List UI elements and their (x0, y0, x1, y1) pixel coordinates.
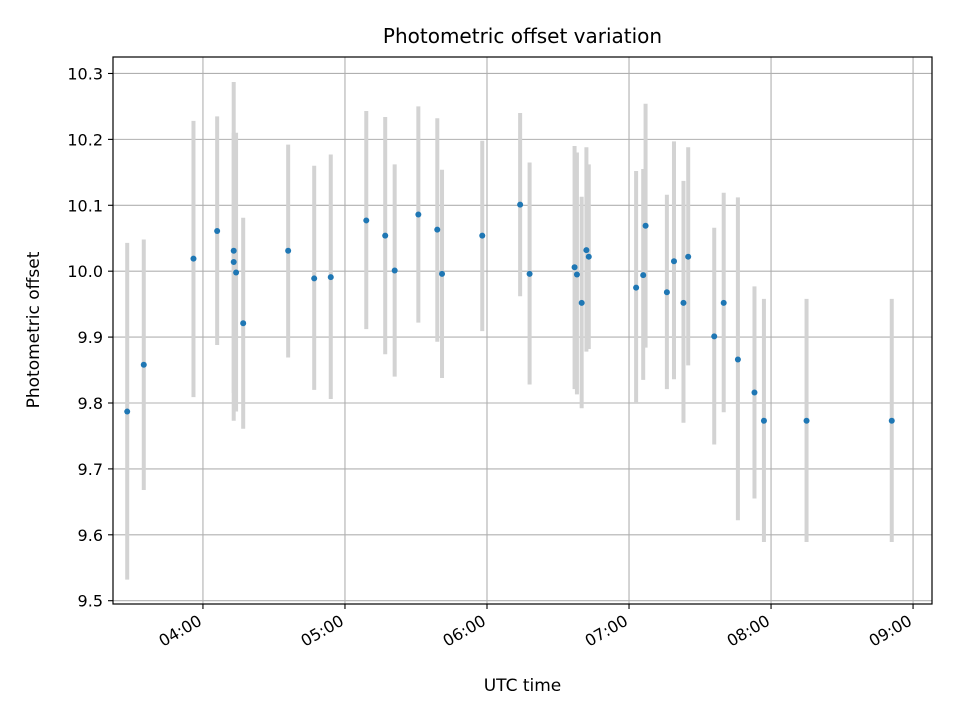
y-axis: 9.5 9.6 9.7 9.8 9.9 10.0 10.1 10.2 10.3 (67, 64, 113, 611)
data-point (526, 270, 533, 277)
data-point (439, 270, 446, 277)
data-point (633, 284, 640, 291)
data-point (670, 258, 677, 265)
data-point (517, 201, 524, 208)
y-tick-label: 10.3 (67, 64, 103, 83)
data-point (311, 275, 318, 282)
grid (113, 57, 932, 604)
data-point (240, 320, 247, 327)
y-tick-label: 10.0 (67, 262, 103, 281)
y-tick-label: 9.7 (78, 460, 103, 479)
data-point (803, 417, 810, 424)
data-point (140, 361, 147, 368)
data-point (573, 271, 580, 278)
data-point (680, 299, 687, 306)
data-point (363, 217, 370, 224)
data-point (640, 272, 647, 279)
y-axis-label: Photometric offset (24, 251, 44, 408)
data-point (663, 289, 670, 296)
data-point (230, 258, 237, 265)
data-point (190, 255, 197, 262)
data-point (720, 299, 727, 306)
data-point (391, 267, 398, 274)
data-point (760, 417, 767, 424)
data-point (642, 222, 649, 229)
data-point (214, 227, 221, 234)
data-point (434, 226, 441, 233)
plot-frame (112, 56, 933, 605)
x-axis-label: UTC time (484, 676, 562, 696)
data-point (685, 253, 692, 260)
data-point (734, 356, 741, 363)
y-tick-label: 10.1 (67, 196, 103, 215)
chart-title: Photometric offset variation (383, 24, 662, 48)
y-tick-label: 9.9 (78, 328, 103, 347)
y-tick-label: 10.2 (67, 130, 103, 149)
data-point (230, 247, 237, 254)
data-points (124, 201, 895, 424)
data-point (327, 274, 334, 281)
data-point (751, 389, 758, 396)
data-point (578, 299, 585, 306)
data-point (124, 408, 131, 415)
data-point (888, 417, 895, 424)
data-point (479, 232, 486, 239)
y-tick-label: 9.8 (78, 394, 103, 413)
data-point (233, 269, 240, 276)
data-point (415, 211, 422, 218)
data-point (285, 247, 292, 254)
data-point (382, 232, 389, 239)
data-point (585, 253, 592, 260)
data-point (571, 264, 578, 271)
data-point (711, 333, 718, 340)
y-tick-label: 9.6 (78, 526, 103, 545)
data-point (583, 247, 590, 254)
y-tick-label: 9.5 (78, 592, 103, 611)
